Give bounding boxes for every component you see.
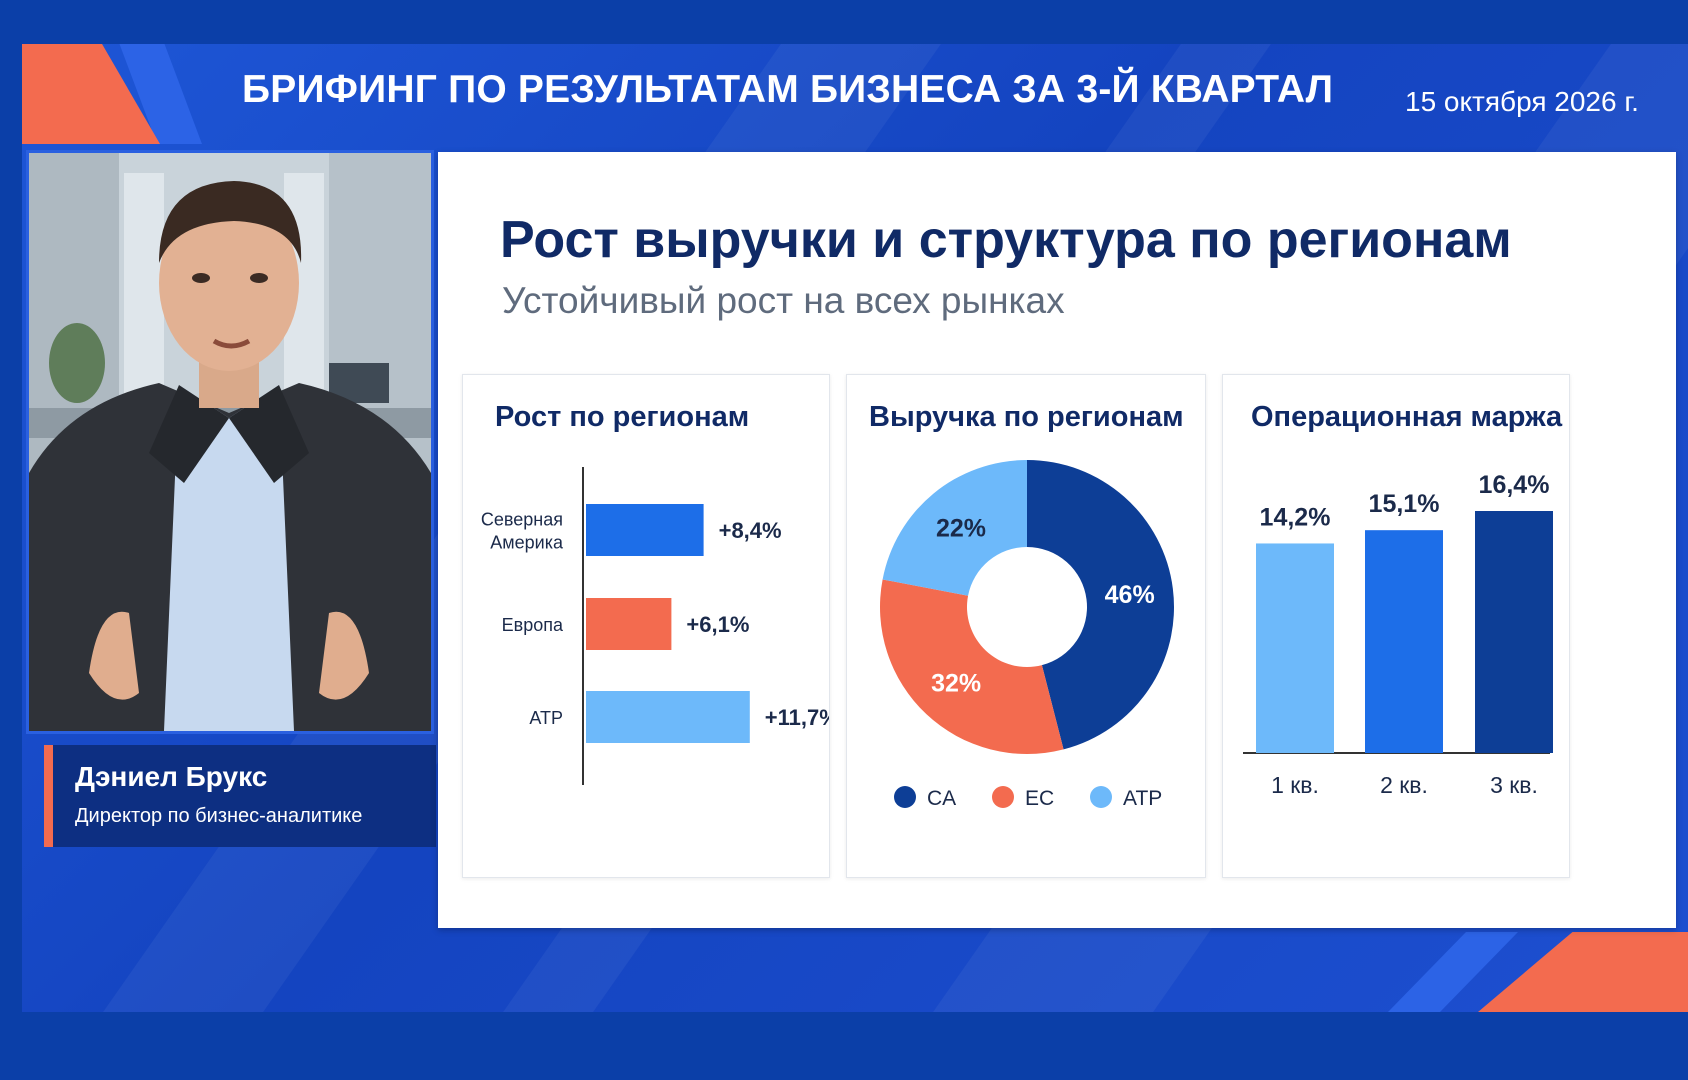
growth-category-label: Америка (490, 533, 564, 553)
growth-bar (586, 691, 750, 743)
chart-card-regional-growth: Рост по регионам +8,4% Северная Америка +6,… (462, 374, 830, 878)
growth-bar (586, 504, 704, 556)
margin-category-label: 2 кв. (1380, 772, 1428, 798)
growth-category-label: ATP (529, 708, 563, 728)
growth-bar (586, 598, 672, 650)
margin-bar-chart: 14,2% 1 кв. 15,1% 2 кв. 16,4% 3 кв. (1243, 471, 1553, 798)
legend-label: CA (927, 787, 956, 810)
presentation-slide: Рост выручки и структура по регионам Уст… (438, 152, 1676, 928)
chart-card-operating-margin: Операционная маржа 14,2% 1 кв. 15,1% 2 кв. 1… (1222, 374, 1570, 878)
margin-value-label: 15,1% (1369, 490, 1440, 518)
legend-label: ATP (1123, 787, 1162, 810)
slide-title: Рост выручки и структура по регионам (500, 211, 1512, 269)
margin-category-label: 3 кв. (1490, 772, 1538, 798)
margin-value-label: 14,2% (1260, 503, 1331, 531)
margin-bar (1256, 543, 1334, 753)
growth-category-label: Северная (481, 510, 563, 530)
donut-slice (1027, 460, 1174, 750)
donut-slice (880, 579, 1064, 754)
donut-value-label: 22% (936, 514, 986, 542)
lower-third-nameplate: Дэниел Брукс Директор по бизнес-аналитик… (44, 745, 436, 847)
presenter-name: Дэниел Брукс (75, 761, 268, 792)
revenue-donut-chart: 46% 32% 22% CA EC ATP (880, 460, 1174, 810)
margin-value-label: 16,4% (1479, 471, 1550, 499)
slide-subtitle: Устойчивый рост на всех рынках (502, 280, 1065, 321)
legend-swatch (894, 786, 916, 808)
margin-bar (1475, 511, 1553, 753)
chart-title: Рост по регионам (495, 401, 750, 433)
donut-slice (882, 460, 1027, 596)
growth-value-label: +6,1% (686, 612, 749, 637)
presenter-illustration (29, 153, 431, 731)
corner-accent-orange (1478, 932, 1688, 1012)
growth-value-label: +8,4% (719, 518, 782, 543)
growth-value-label: +11,7% (765, 705, 829, 730)
chart-title: Выручка по регионам (869, 401, 1184, 433)
chart-card-revenue-share: Выручка по регионам 46% 32% 22% CA EC ATP (846, 374, 1206, 878)
margin-bar (1365, 530, 1443, 753)
legend-label: EC (1025, 787, 1054, 810)
legend-swatch (992, 786, 1014, 808)
presenter-role: Директор по бизнес-аналитике (75, 805, 363, 827)
donut-value-label: 32% (931, 669, 981, 697)
presenter-video (26, 150, 434, 734)
growth-bar-chart: +8,4% Северная Америка +6,1% Европа +11,7% ATP (481, 467, 829, 785)
margin-category-label: 1 кв. (1271, 772, 1319, 798)
broadcast-title: БРИФИНГ ПО РЕЗУЛЬТАТАМ БИЗНЕСА ЗА 3-Й КВ… (242, 68, 1334, 111)
chart-title: Операционная маржа (1251, 401, 1563, 433)
donut-value-label: 46% (1105, 581, 1155, 609)
growth-category-label: Европа (502, 615, 564, 635)
broadcast-date: 15 октября 2026 г. (1405, 86, 1639, 117)
legend-swatch (1090, 786, 1112, 808)
